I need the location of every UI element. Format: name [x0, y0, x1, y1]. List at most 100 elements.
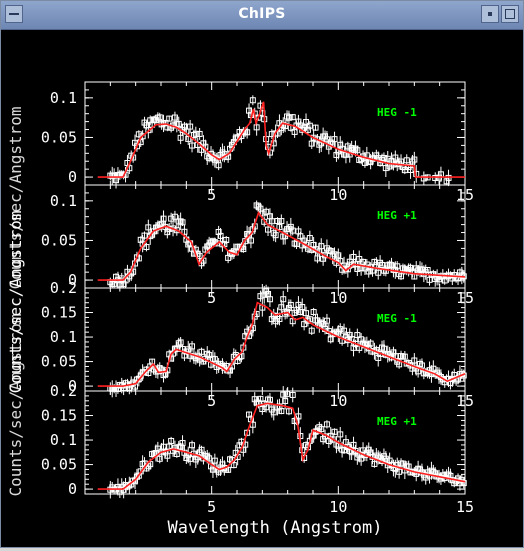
- data-point: [323, 136, 330, 143]
- maximize-button[interactable]: [501, 5, 519, 23]
- data-point: [382, 165, 389, 172]
- data-point: [430, 469, 437, 476]
- data-point: [213, 155, 220, 162]
- data-point: [266, 396, 273, 403]
- data-point: [265, 226, 272, 233]
- window-menu-button[interactable]: [5, 5, 23, 23]
- data-point: [289, 114, 296, 121]
- data-point: [202, 246, 209, 253]
- data-point: [225, 466, 232, 473]
- data-point: [185, 241, 192, 248]
- data-point: [337, 431, 344, 438]
- y-tick-label: 0.05: [41, 456, 77, 474]
- data-point: [208, 150, 215, 157]
- data-point: [139, 460, 146, 467]
- minimize-button[interactable]: [481, 5, 499, 23]
- data-point: [230, 462, 237, 469]
- data-point: [215, 162, 222, 169]
- data-point: [285, 225, 292, 232]
- data-point: [339, 446, 346, 453]
- data-point: [187, 455, 194, 462]
- panel-label: HEG +1: [377, 209, 417, 222]
- data-point: [249, 97, 256, 104]
- data-point: [375, 269, 382, 276]
- data-point: [137, 468, 144, 475]
- data-point: [415, 465, 422, 472]
- data-point: [445, 471, 452, 478]
- data-point: [401, 353, 408, 360]
- data-point: [403, 157, 410, 164]
- data-point: [156, 455, 163, 462]
- y-tick-label: 0: [68, 480, 77, 498]
- data-point: [371, 460, 378, 467]
- data-point: [432, 275, 439, 282]
- data-point: [325, 247, 332, 254]
- data-point: [116, 281, 123, 288]
- data-point: [145, 370, 152, 377]
- data-point: [177, 443, 184, 450]
- data-point: [388, 262, 395, 269]
- data-point: [352, 145, 359, 152]
- data-point: [365, 268, 372, 275]
- model-line: [97, 210, 466, 281]
- data-point: [272, 232, 279, 239]
- data-point: [460, 480, 467, 487]
- data-point: [196, 130, 203, 137]
- data-point: [253, 124, 260, 131]
- data-point: [346, 331, 353, 338]
- data-point: [156, 222, 163, 229]
- window-title: ChIPS: [238, 6, 286, 22]
- data-point: [356, 156, 363, 163]
- data-point: [415, 368, 422, 375]
- data-point: [396, 468, 403, 475]
- data-point: [173, 450, 180, 457]
- data-point: [183, 454, 190, 461]
- data-point: [449, 376, 456, 383]
- data-point: [420, 175, 427, 182]
- data-point: [386, 457, 393, 464]
- data-point: [398, 353, 405, 360]
- data-point: [363, 341, 370, 348]
- data-point: [251, 396, 258, 403]
- data-point: [257, 395, 264, 402]
- data-point: [173, 345, 180, 352]
- data-point: [177, 134, 184, 141]
- data-point: [341, 447, 348, 454]
- data-point: [196, 253, 203, 260]
- data-point: [291, 128, 298, 135]
- data-point: [209, 466, 216, 473]
- x-axis-title: Wavelength (Angstrom): [168, 518, 383, 538]
- data-point: [367, 340, 374, 347]
- data-point: [301, 237, 308, 244]
- data-point: [156, 114, 163, 121]
- data-point: [154, 368, 161, 375]
- data-point: [289, 318, 296, 325]
- data-point: [179, 440, 186, 447]
- data-point: [139, 133, 146, 140]
- y-axis-title: Counts/sec/Angstrom: [6, 313, 25, 496]
- data-point: [289, 227, 296, 234]
- data-point: [384, 262, 391, 269]
- data-point: [160, 372, 167, 379]
- data-point: [316, 424, 323, 431]
- data-point: [396, 361, 403, 368]
- data-point: [303, 119, 310, 126]
- data-point: [350, 146, 357, 153]
- data-point: [432, 174, 439, 181]
- data-point: [287, 301, 294, 308]
- title-bar[interactable]: ChIPS: [1, 1, 523, 30]
- data-point: [276, 223, 283, 230]
- data-point: [263, 404, 270, 411]
- data-point: [147, 117, 154, 124]
- data-point: [145, 127, 152, 134]
- data-point: [160, 215, 167, 222]
- data-point: [411, 357, 418, 364]
- data-point: [206, 455, 213, 462]
- data-point: [143, 244, 150, 251]
- data-point: [295, 118, 302, 125]
- data-point: [135, 472, 142, 479]
- data-point: [451, 480, 458, 487]
- data-point: [280, 296, 287, 303]
- data-point: [257, 293, 264, 300]
- y-tick-label: 0: [68, 168, 77, 186]
